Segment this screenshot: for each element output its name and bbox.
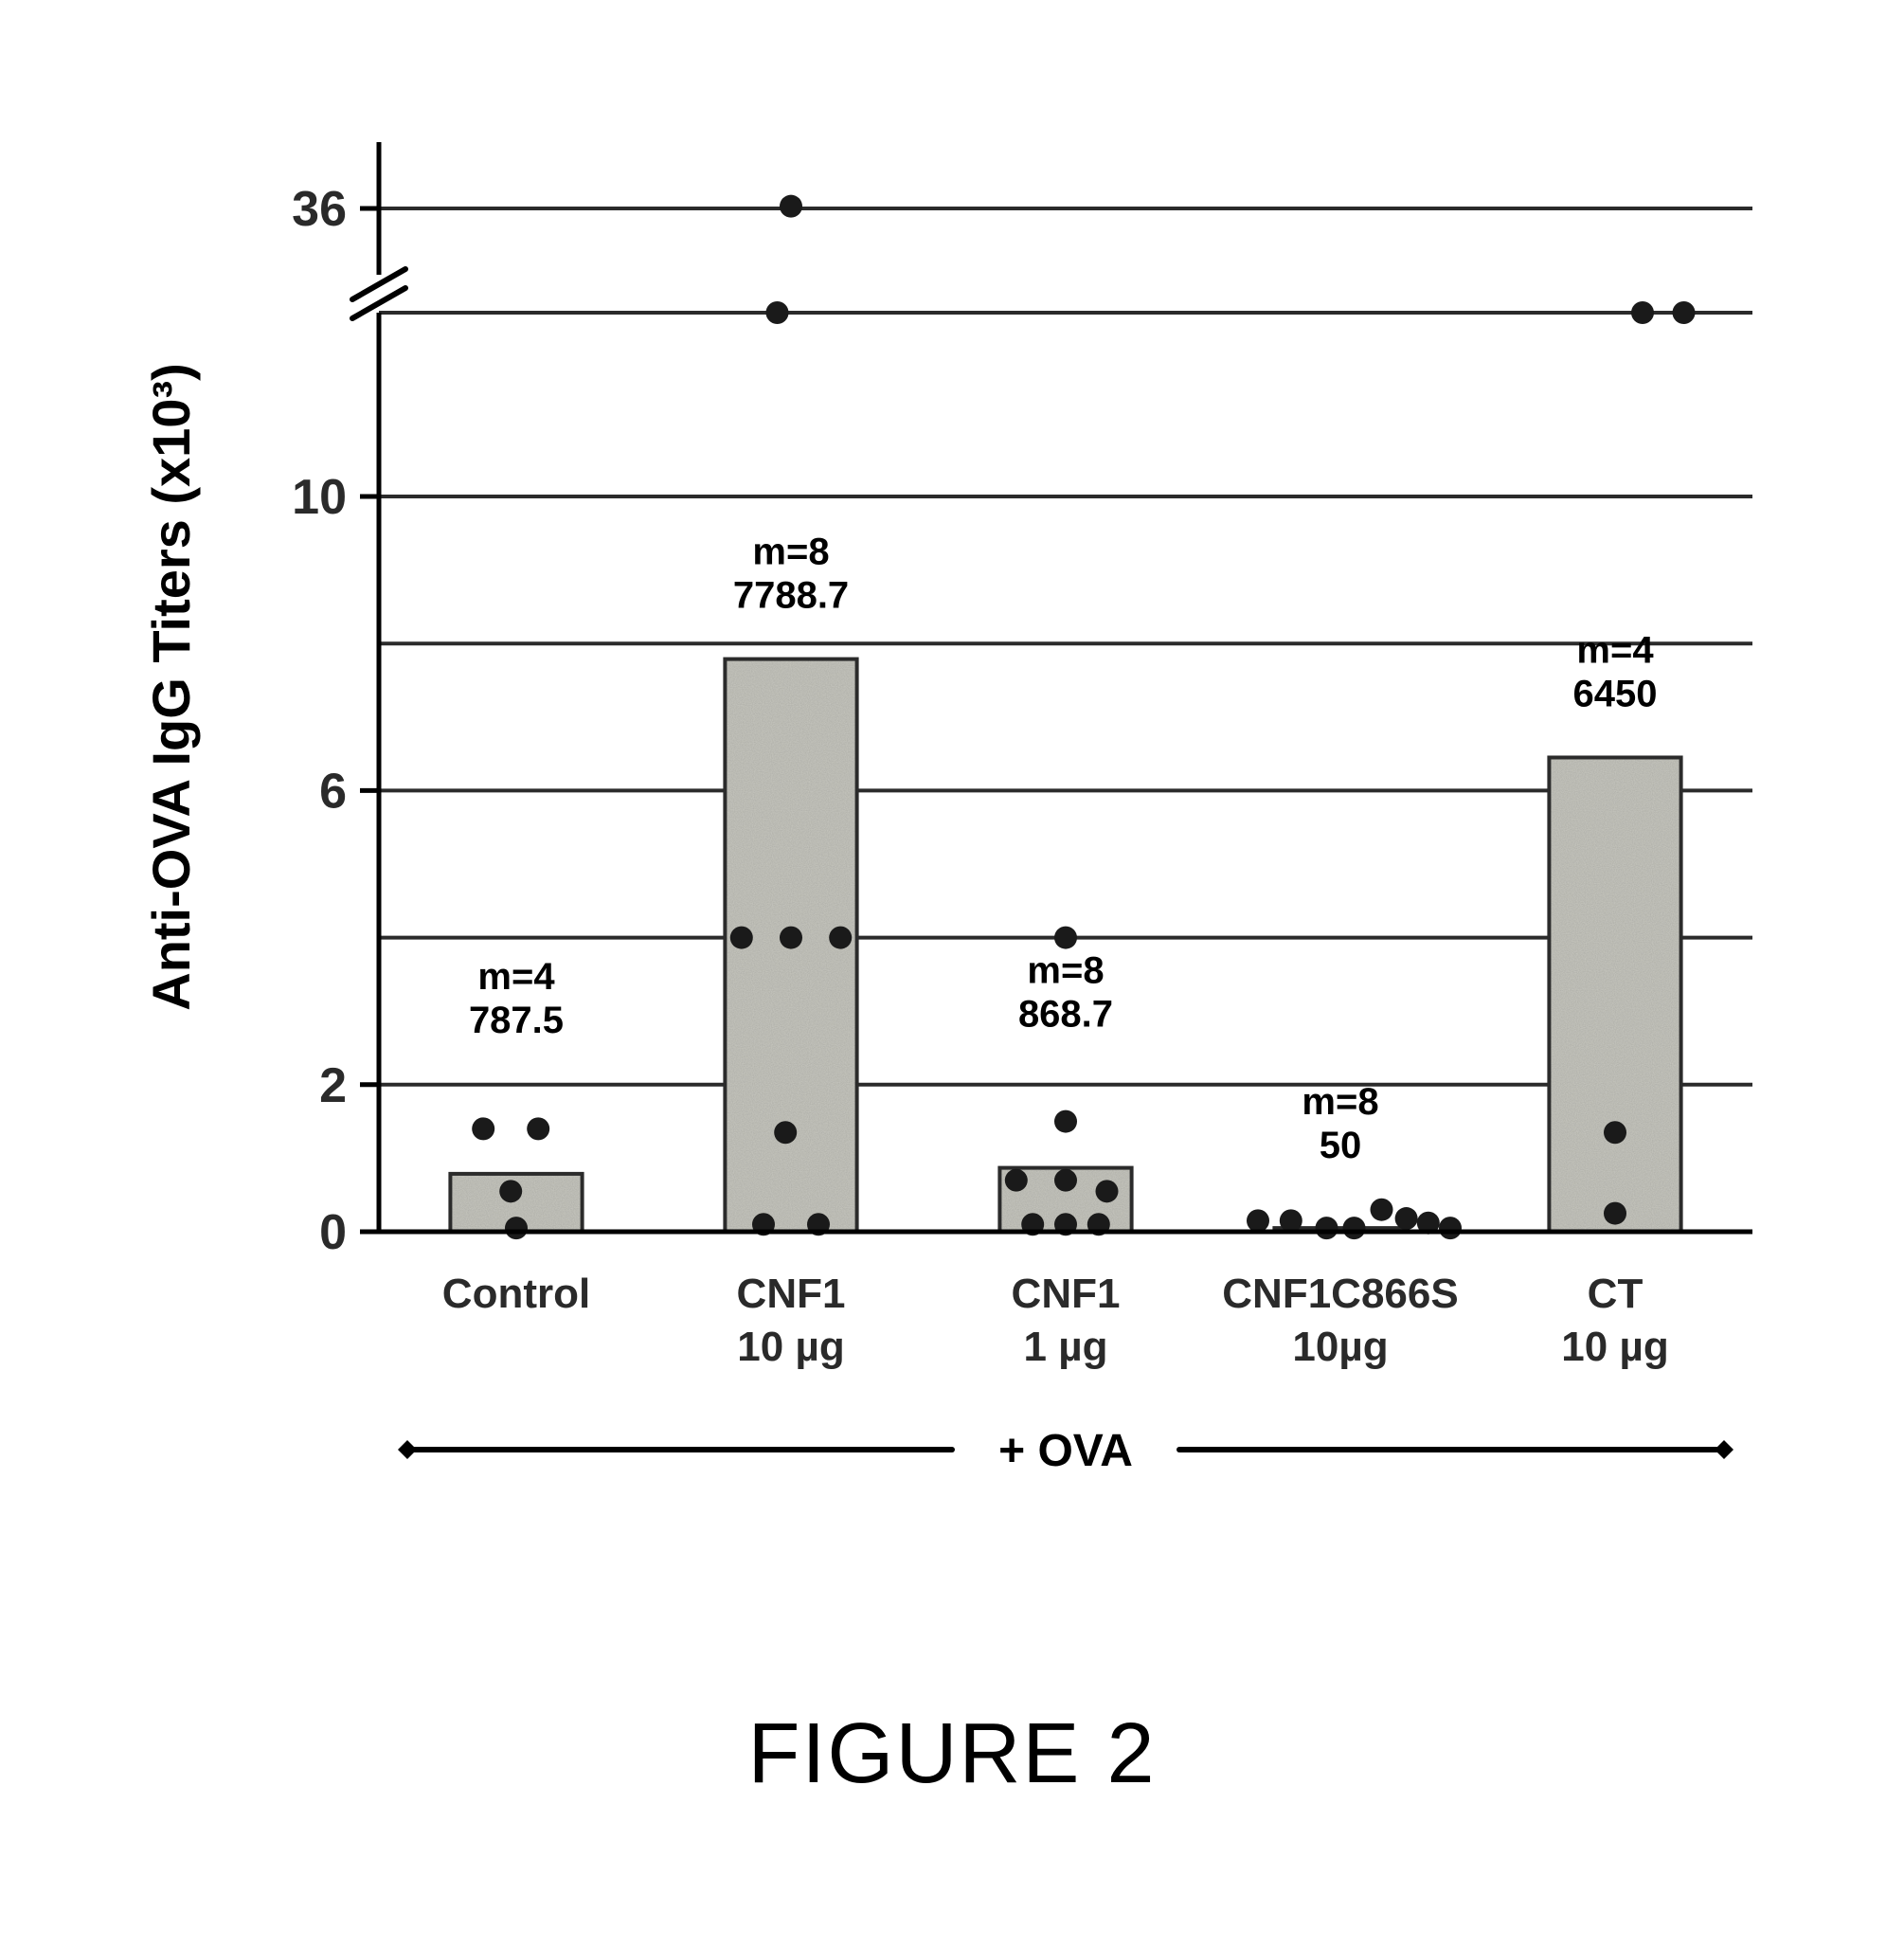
cat-label-cnf1_1-0: CNF1: [1012, 1271, 1121, 1317]
bar-label-ct-0: m=4: [1576, 629, 1654, 671]
cat-label-control-0: Control: [442, 1271, 590, 1317]
ytick-2: 2: [319, 1058, 347, 1113]
point-cnf1_10-3: [780, 927, 802, 949]
bar-label-cnf1c866s-1: 50: [1320, 1125, 1362, 1166]
cat-label-cnf1c866s-1: 10µg: [1292, 1324, 1388, 1370]
cat-label-cnf1_1-1: 1 µg: [1024, 1324, 1108, 1370]
y-axis-title: Anti-OVA IgG Titers (x10³): [141, 363, 201, 1010]
point-ct-0: [1631, 301, 1654, 324]
ytick-36: 36: [292, 182, 347, 237]
point-control-1: [527, 1117, 549, 1140]
bar-label-control-1: 787.5: [469, 1000, 564, 1041]
point-cnf1c866s-0: [1247, 1209, 1269, 1232]
point-control-0: [472, 1117, 494, 1140]
group-label: + OVA: [998, 1426, 1133, 1476]
bar-label-control-0: m=4: [477, 956, 555, 998]
ytick-10: 10: [292, 470, 347, 525]
point-cnf1c866s-4: [1371, 1199, 1393, 1221]
point-cnf1c866s-7: [1439, 1217, 1462, 1239]
bar-label-cnf1_10-1: 7788.7: [733, 575, 849, 617]
ytick-0: 0: [319, 1205, 347, 1260]
bar-label-cnf1c866s-0: m=8: [1302, 1081, 1378, 1123]
bar-label-ct-1: 6450: [1573, 673, 1658, 714]
point-ct-2: [1604, 1121, 1626, 1144]
cat-label-ct-1: 10 µg: [1561, 1324, 1668, 1370]
point-cnf1_1-3: [1054, 1169, 1077, 1192]
point-cnf1c866s-3: [1343, 1217, 1366, 1239]
cat-label-cnf1_10-1: 10 µg: [737, 1324, 844, 1370]
point-control-2: [499, 1180, 522, 1202]
point-cnf1c866s-1: [1280, 1209, 1302, 1232]
point-cnf1_10-2: [730, 927, 753, 949]
point-ct-3: [1604, 1202, 1626, 1225]
point-ct-1: [1673, 301, 1696, 324]
point-cnf1_10-4: [829, 927, 852, 949]
point-cnf1_1-1: [1054, 1110, 1077, 1133]
point-cnf1_10-5: [774, 1121, 797, 1144]
point-cnf1_1-0: [1054, 927, 1077, 949]
point-cnf1_1-4: [1096, 1180, 1119, 1202]
point-cnf1c866s-5: [1395, 1207, 1418, 1230]
bar-label-cnf1_1-0: m=8: [1027, 950, 1104, 992]
cat-label-cnf1_10-0: CNF1: [737, 1271, 846, 1317]
ytick-6: 6: [319, 765, 347, 820]
figure-2-wrap: m=4787.5Controlm=87788.7CNF110 µgm=8868.…: [76, 76, 1828, 1876]
bar-label-cnf1_1-1: 868.7: [1018, 994, 1113, 1036]
point-control-3: [505, 1217, 528, 1239]
point-cnf1_1-2: [1005, 1169, 1028, 1192]
bar-label-cnf1_10-0: m=8: [752, 532, 829, 573]
figure-caption: FIGURE 2: [76, 1705, 1828, 1803]
bar-chart: m=4787.5Controlm=87788.7CNF110 µgm=8868.…: [76, 76, 1828, 1592]
cat-label-ct-0: CT: [1588, 1271, 1644, 1317]
point-cnf1_10-0: [780, 195, 802, 218]
point-cnf1_10-1: [766, 301, 789, 324]
cat-label-cnf1c866s-0: CNF1C866S: [1222, 1271, 1458, 1317]
point-cnf1c866s-2: [1316, 1217, 1338, 1239]
